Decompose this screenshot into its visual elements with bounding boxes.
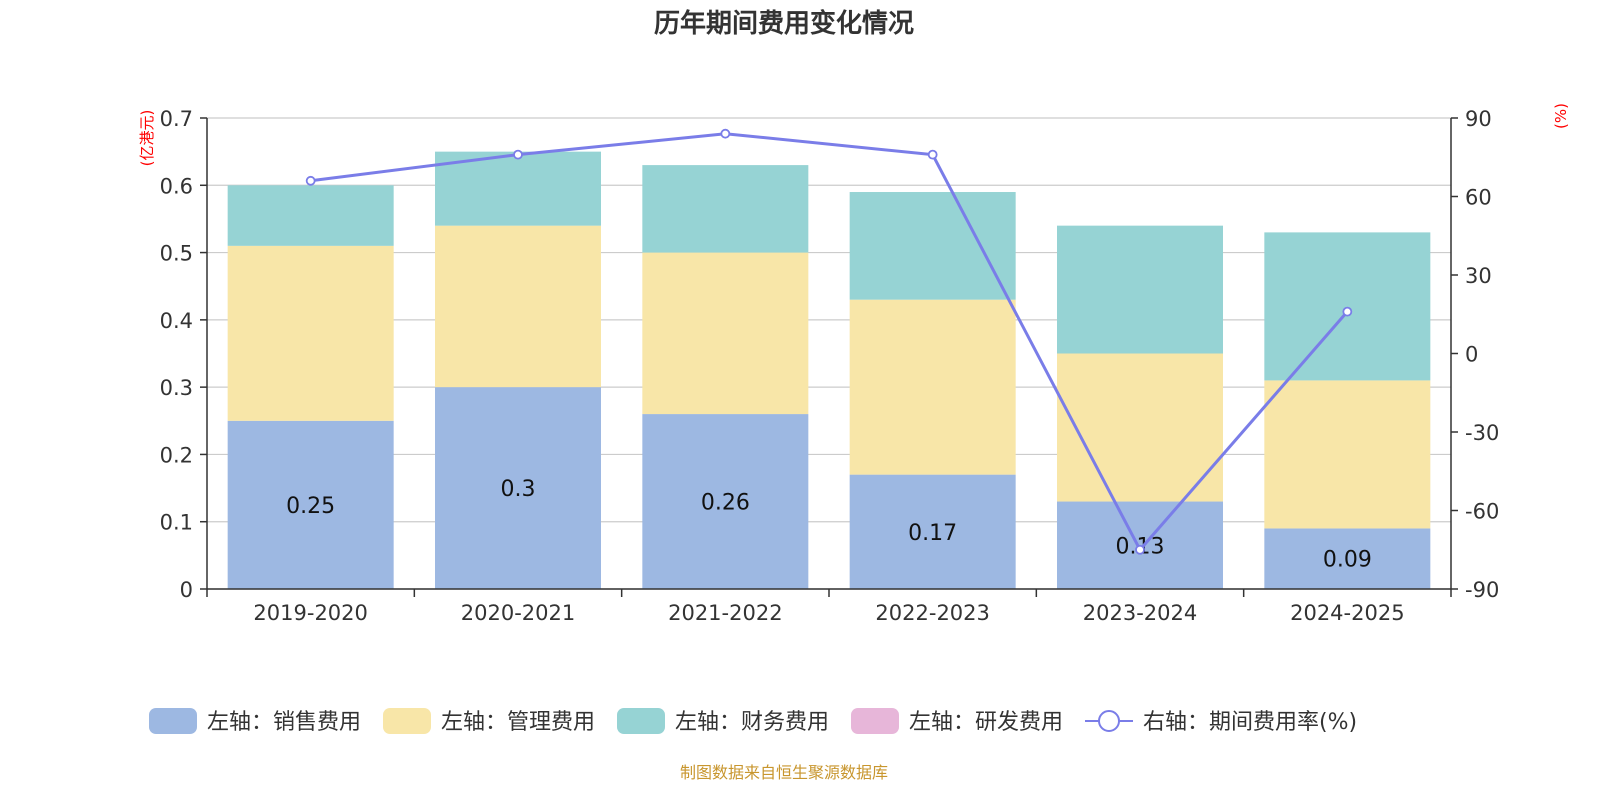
right-tick-label: -30	[1465, 421, 1499, 445]
legend-label-2: 左轴：管理费用	[441, 710, 595, 735]
bar-1-2020-2021	[435, 387, 601, 589]
rate-point	[513, 149, 523, 160]
legend-swatch-1	[149, 708, 197, 734]
legend-swatch-3	[617, 708, 666, 734]
bar-1-2022-2023	[849, 474, 1016, 589]
bar-data-label: 0.3	[501, 477, 536, 502]
chart-title: 历年期间费用变化情况	[654, 8, 914, 39]
left-tick-label: 0.2	[160, 443, 193, 467]
right-tick-label: -90	[1465, 578, 1499, 602]
left-tick-label: 0.4	[160, 309, 193, 333]
bar-3-2021-2022	[642, 165, 809, 253]
data-labels: 0.250.30.260.170.130.09	[286, 477, 1372, 573]
legend-label-5: 右轴：期间费用率(%)	[1143, 710, 1357, 735]
bar-2-2023-2024	[1057, 353, 1223, 502]
rate-line	[310, 132, 1349, 553]
x-tick-label: 2024-2025	[1290, 601, 1404, 625]
bar-data-label: 0.09	[1323, 548, 1372, 573]
legend-label-4: 左轴：研发费用	[909, 710, 1063, 735]
x-tick-label: 2019-2020	[253, 601, 367, 625]
bar-3-2022-2023	[849, 192, 1016, 300]
x-tick-label: 2023-2024	[1083, 601, 1197, 625]
right-axis-unit: (%)	[1552, 103, 1570, 129]
right-tick-label: 30	[1465, 264, 1492, 288]
left-tick-label: 0.7	[160, 107, 193, 131]
right-tick-label: 0	[1465, 343, 1478, 367]
left-tick-label: 0.1	[160, 511, 193, 535]
legend-circle-marker	[1098, 710, 1121, 732]
grid-lines	[207, 117, 1451, 590]
bar-series	[227, 151, 1431, 589]
bar-1-2021-2022	[642, 414, 809, 589]
rate-point	[1135, 544, 1145, 555]
left-tick-label: 0.3	[160, 376, 193, 400]
bar-data-label: 0.25	[286, 494, 335, 519]
left-tick-label: 0.5	[160, 242, 193, 266]
bar-1-2019-2020	[227, 420, 394, 589]
legend-swatch-4	[851, 708, 900, 734]
rate-point	[305, 175, 316, 186]
right-tick-label: 90	[1465, 107, 1492, 131]
bar-3-2019-2020	[227, 185, 394, 246]
bar-2-2020-2021	[435, 225, 601, 388]
bar-data-label: 0.17	[908, 521, 957, 546]
bar-2-2021-2022	[642, 252, 809, 415]
rate-point	[720, 128, 731, 139]
legend-label-3: 左轴：财务费用	[675, 710, 829, 735]
bar-2-2019-2020	[227, 245, 394, 421]
bar-2-2022-2023	[849, 299, 1016, 475]
left-axis-ticks: 0 0.1 0.2 0.3 0.4 0.5 0.6 0.7	[160, 107, 207, 602]
x-tick-label: 2020-2021	[461, 601, 575, 625]
bar-3-2023-2024	[1057, 225, 1223, 354]
left-tick-label: 0.6	[160, 174, 193, 198]
right-axis-ticks: -90 -60 -30 0 30 60 90	[1451, 107, 1499, 602]
left-tick-label: 0	[180, 578, 193, 602]
rate-point	[927, 149, 938, 160]
legend-label-1: 左轴：销售费用	[207, 710, 361, 735]
right-tick-label: -60	[1465, 500, 1499, 524]
rate-point	[1342, 306, 1353, 317]
legend-swatch-2	[383, 708, 432, 734]
left-axis-unit: (亿港元)	[138, 110, 156, 167]
x-axis-ticks: 2019-2020 2020-2021 2021-2022 2022-2023 2023…	[206, 589, 1452, 625]
source-note: 制图数据来自恒生聚源数据库	[680, 763, 888, 782]
bar-1-2024-2025	[1264, 528, 1431, 589]
right-tick-label: 60	[1465, 186, 1492, 210]
bar-3-2020-2021	[435, 151, 601, 226]
bar-data-label: 0.26	[701, 491, 750, 516]
rate-line-series	[305, 128, 1353, 555]
legend: 左轴：销售费用 左轴：管理费用 左轴：财务费用 左轴：研发费用 右轴：期间费用率(%)	[149, 708, 1357, 735]
bar-3-2024-2025	[1264, 232, 1431, 381]
x-tick-label: 2022-2023	[875, 601, 989, 625]
x-tick-label: 2021-2022	[668, 601, 782, 625]
bar-2-2024-2025	[1264, 380, 1431, 529]
